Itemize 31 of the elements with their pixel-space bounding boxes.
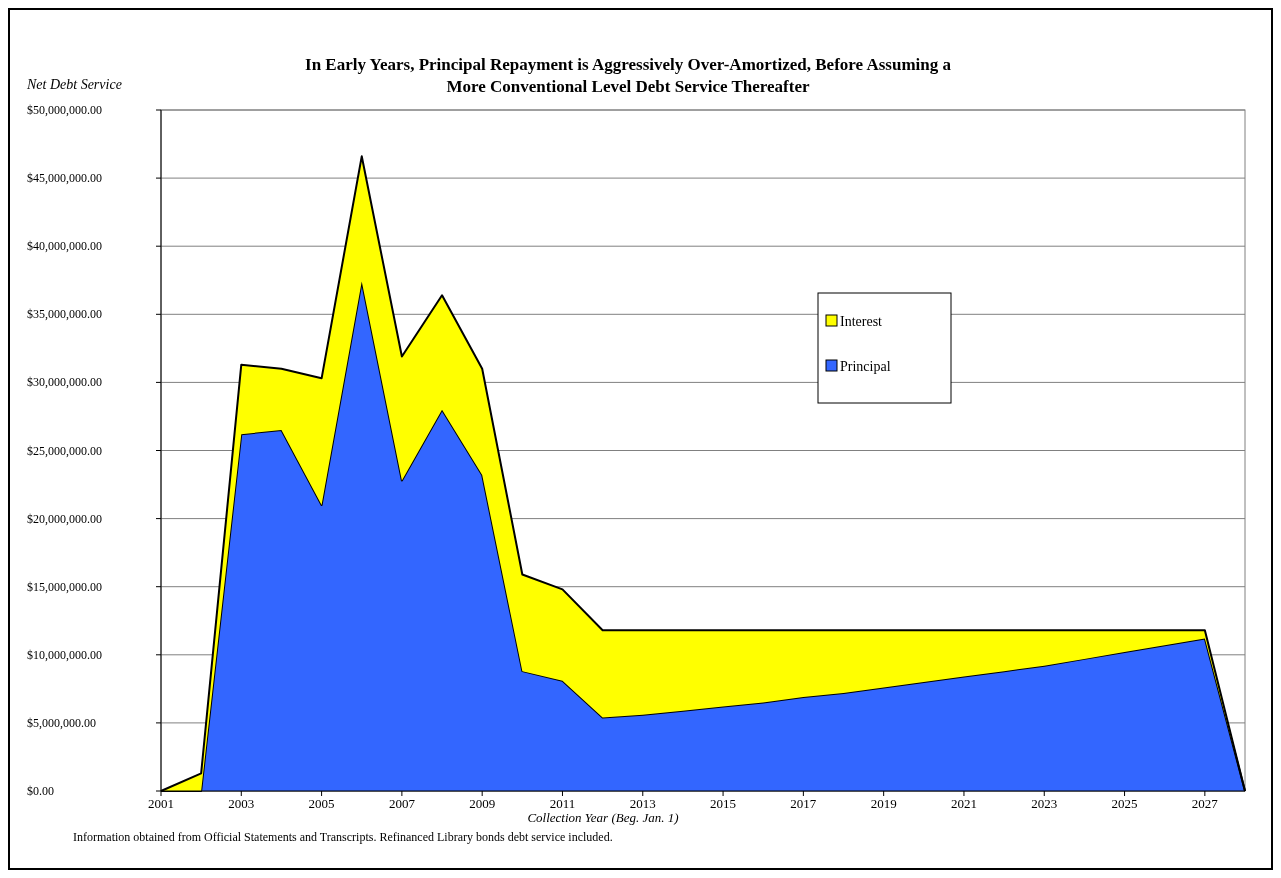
y-tick-label: $45,000,000.00 [27, 171, 102, 186]
x-tick-label: 2003 [228, 796, 255, 811]
x-tick-label: 2015 [710, 796, 737, 811]
x-axis-title: Collection Year (Beg. Jan. 1) [527, 810, 679, 825]
y-tick-label: $10,000,000.00 [27, 647, 102, 662]
chart-title: In Early Years, Principal Repayment is Aggressively Over-Amortized, Before Assuming a More Conventional Level Debt Service Thereafter [305, 55, 952, 96]
y-tick-label: $5,000,000.00 [27, 715, 96, 730]
x-tick-label: 2005 [308, 796, 335, 811]
x-tick-label: 2009 [469, 796, 496, 811]
x-tick-label: 2023 [1031, 796, 1058, 811]
y-axis-title: Net Debt Service [26, 77, 122, 92]
x-tick-label: 2021 [950, 796, 977, 811]
x-tick-label: 2027 [1191, 796, 1219, 811]
y-tick-label: $25,000,000.00 [27, 443, 102, 458]
x-tick-label: 2025 [1111, 796, 1138, 811]
y-tick-label: $20,000,000.00 [27, 511, 102, 526]
x-tick-label: 2019 [870, 796, 897, 811]
x-tick-label: 2001 [148, 796, 174, 811]
y-tick-label: $40,000,000.00 [27, 239, 102, 254]
x-tick-label: 2007 [388, 796, 416, 811]
x-tick-label: 2011 [549, 796, 576, 811]
y-tick-label: $0.00 [27, 784, 54, 798]
y-tick-label: $35,000,000.00 [27, 307, 102, 322]
x-tick-label: 2017 [790, 796, 817, 811]
text: Information obtained from Official Statements and Transcripts. Refinanced Library bonds debt service included. [73, 830, 613, 844]
y-tick-label: $15,000,000.00 [27, 579, 102, 594]
y-tick-label: $30,000,000.00 [27, 375, 102, 390]
legend-label: Interest [840, 314, 883, 329]
x-tick-label: 2013 [629, 796, 656, 811]
y-tick-label: $50,000,000.00 [27, 103, 102, 117]
legend-label: Principal [840, 359, 891, 374]
